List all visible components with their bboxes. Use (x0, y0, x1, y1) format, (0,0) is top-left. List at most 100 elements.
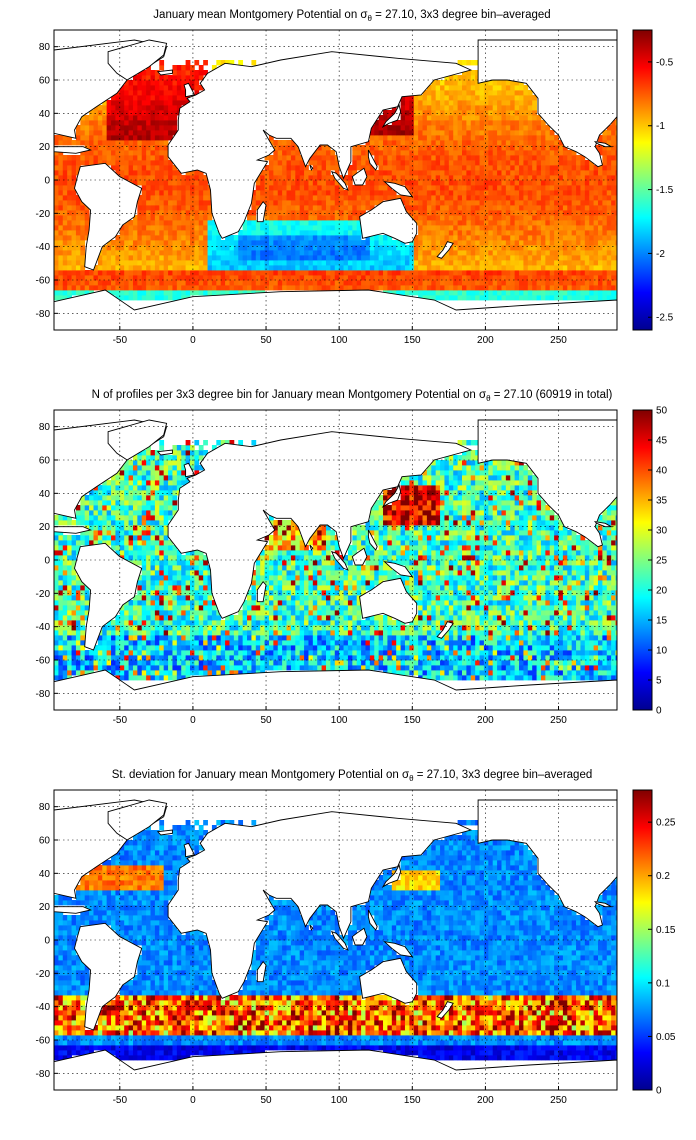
heatmap-cell (404, 245, 410, 251)
heatmap-cell (185, 265, 191, 271)
heatmap-cell (207, 210, 213, 216)
heatmap-cell (457, 155, 463, 161)
heatmap-cell (146, 65, 151, 71)
heatmap-cell (282, 255, 287, 261)
heatmap-cell (470, 675, 476, 681)
heatmap-cell (71, 665, 77, 671)
heatmap-cell (483, 170, 489, 176)
heatmap-cell (128, 115, 134, 121)
heatmap-cell (321, 175, 327, 181)
heatmap-cell (571, 655, 577, 661)
heatmap-cell (470, 155, 476, 161)
heatmap-cell (137, 115, 143, 121)
heatmap-cell (497, 185, 502, 191)
heatmap-cell (89, 155, 94, 161)
heatmap-cell (321, 250, 327, 256)
heatmap-cell (597, 145, 603, 151)
heatmap-cell (562, 670, 568, 676)
heatmap-cell (185, 65, 191, 71)
heatmap-cell (532, 175, 537, 181)
heatmap-cell (168, 260, 173, 266)
heatmap-cell (457, 100, 463, 106)
heatmap-cell (102, 145, 108, 151)
heatmap-cell (339, 650, 344, 656)
heatmap-cell (505, 90, 511, 96)
heatmap-cell (304, 255, 309, 261)
heatmap-cell (448, 190, 454, 196)
heatmap-cell (128, 650, 134, 656)
heatmap-cell (584, 200, 590, 206)
heatmap-cell (435, 170, 441, 176)
heatmap-cell (444, 655, 450, 661)
heatmap-cell (154, 200, 160, 206)
heatmap-cell (396, 280, 401, 286)
heatmap-cell (339, 230, 344, 236)
heatmap-cell (268, 220, 274, 226)
heatmap-cell (163, 200, 169, 206)
heatmap-cell (89, 285, 94, 291)
heatmap-cell (391, 130, 397, 136)
heatmap-cell (290, 645, 296, 651)
heatmap-cell (400, 280, 406, 286)
landmass-iceland (156, 69, 173, 76)
heatmap-cell (448, 115, 454, 121)
heatmap-cell (159, 110, 165, 116)
heatmap-cell (501, 240, 507, 246)
heatmap-cell (404, 130, 410, 136)
heatmap-cell (435, 225, 441, 231)
heatmap-cell (141, 70, 147, 76)
heatmap-cell (606, 675, 612, 681)
heatmap-cell (470, 150, 476, 156)
heatmap-cell (510, 130, 516, 136)
heatmap-cell (470, 70, 476, 76)
heatmap-cell (606, 185, 612, 191)
heatmap-cell (519, 275, 524, 281)
heatmap-cell (483, 240, 489, 246)
heatmap-cell (461, 255, 467, 261)
heatmap-cell (277, 165, 283, 171)
heatmap-cell (461, 110, 467, 116)
heatmap-cell (220, 650, 226, 656)
heatmap-cell (514, 260, 520, 266)
heatmap-cell (290, 285, 296, 291)
heatmap-cell (268, 660, 274, 666)
heatmap-cell (387, 290, 393, 296)
heatmap-cell (321, 280, 327, 286)
heatmap-cell (194, 670, 200, 676)
heatmap-cell (396, 135, 401, 141)
heatmap-cell (339, 665, 344, 671)
heatmap-cell (347, 240, 353, 246)
heatmap-cell (190, 240, 195, 246)
heatmap-cell (282, 270, 287, 276)
heatmap-cell (431, 130, 437, 136)
heatmap-cell (141, 660, 147, 666)
heatmap-cell (211, 650, 217, 656)
heatmap-cell (111, 255, 116, 261)
heatmap-cell (102, 250, 108, 256)
heatmap-cell (505, 215, 511, 221)
heatmap-cell (255, 660, 261, 666)
heatmap-cell (361, 200, 366, 206)
heatmap-cell (268, 215, 274, 221)
heatmap-cell (475, 215, 480, 221)
heatmap-cell (584, 220, 590, 226)
heatmap-cell (571, 150, 577, 156)
heatmap-cell (527, 95, 533, 101)
heatmap-cell (102, 270, 108, 276)
heatmap-cell (141, 210, 147, 216)
heatmap-cell (317, 215, 323, 221)
heatmap-cell (58, 230, 64, 236)
heatmap-cell (479, 170, 485, 176)
heatmap-cell (339, 240, 344, 246)
heatmap-cell (396, 260, 401, 266)
heatmap-cell (128, 155, 134, 161)
heatmap-cell (268, 230, 274, 236)
heatmap-cell (290, 145, 296, 151)
heatmap-cell (422, 195, 428, 201)
heatmap-cell (93, 660, 99, 666)
heatmap-cell (352, 150, 358, 156)
heatmap-cell (527, 285, 533, 291)
heatmap-cell (137, 220, 143, 226)
heatmap-cell (159, 675, 165, 681)
heatmap-cell (523, 675, 529, 681)
